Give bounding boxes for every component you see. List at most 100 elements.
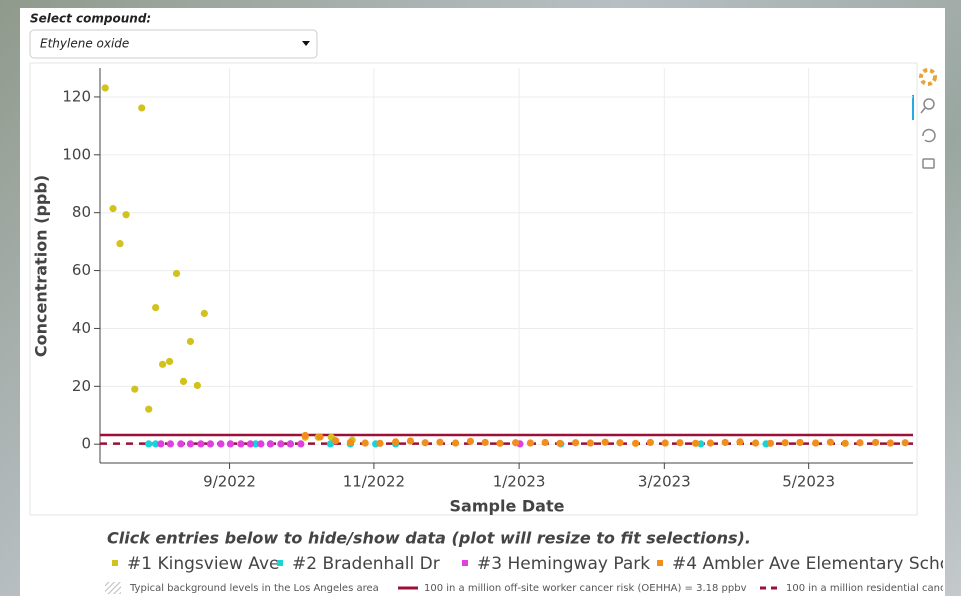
- legend-swatch[interactable]: [657, 560, 663, 566]
- data-point: [267, 440, 274, 447]
- y-tick-label: 20: [72, 377, 91, 395]
- data-point: [767, 440, 774, 447]
- data-point: [257, 440, 264, 447]
- data-point: [556, 440, 563, 447]
- data-point: [647, 439, 654, 446]
- y-tick-label: 120: [62, 87, 91, 105]
- compound-dropdown[interactable]: Ethylene oxide: [30, 30, 317, 58]
- data-point: [496, 440, 503, 447]
- legend-label[interactable]: #1 Kingsview Ave: [127, 554, 279, 574]
- data-point: [392, 438, 399, 445]
- legend-swatch[interactable]: [112, 560, 118, 566]
- data-point: [217, 440, 224, 447]
- data-point: [173, 270, 180, 277]
- data-point: [587, 439, 594, 446]
- y-tick-label: 80: [72, 203, 91, 221]
- data-point: [812, 439, 819, 446]
- data-point: [362, 439, 369, 446]
- data-point: [572, 439, 579, 446]
- app: Select compound: Ethylene oxide Concentr…: [0, 0, 961, 596]
- legend-hint: Click entries below to hide/show data (p…: [107, 529, 751, 548]
- y-tick-label: 60: [72, 261, 91, 279]
- data-point: [632, 440, 639, 447]
- data-point: [145, 406, 152, 413]
- x-tick-label: 1/2023: [493, 473, 546, 491]
- x-tick-label: 9/2022: [203, 473, 256, 491]
- data-point: [602, 439, 609, 446]
- data-point: [145, 440, 152, 447]
- data-point: [422, 439, 429, 446]
- data-point: [692, 440, 699, 447]
- data-point: [856, 439, 863, 446]
- data-point: [167, 440, 174, 447]
- page: Select compound: Ethylene oxide Concentr…: [0, 0, 961, 596]
- x-tick-label: 3/2023: [638, 473, 691, 491]
- data-point: [796, 439, 803, 446]
- data-point: [131, 386, 138, 393]
- data-point: [542, 439, 549, 446]
- y-tick-label: 0: [81, 435, 91, 453]
- data-point: [482, 439, 489, 446]
- data-point: [616, 439, 623, 446]
- data-point: [109, 205, 116, 212]
- data-point: [166, 358, 173, 365]
- data-point: [827, 439, 834, 446]
- legend-label[interactable]: 100 in a million residential canc: [786, 583, 945, 594]
- legend-swatch[interactable]: [462, 560, 468, 566]
- data-point: [782, 439, 789, 446]
- data-point: [227, 440, 234, 447]
- data-point: [122, 211, 129, 218]
- data-point: [707, 439, 714, 446]
- legend-label[interactable]: #3 Hemingway Park: [477, 554, 650, 574]
- data-point: [297, 440, 304, 447]
- data-point: [452, 439, 459, 446]
- data-point: [201, 310, 208, 317]
- legend-label[interactable]: #2 Bradenhall Dr: [292, 554, 440, 574]
- data-point: [197, 440, 204, 447]
- data-point: [376, 440, 383, 447]
- data-point: [512, 439, 519, 446]
- data-point: [662, 439, 669, 446]
- data-point: [207, 440, 214, 447]
- legend-swatch[interactable]: [277, 560, 283, 566]
- data-point: [102, 84, 109, 91]
- data-point: [332, 437, 339, 444]
- data-point: [247, 440, 254, 447]
- data-point: [187, 338, 194, 345]
- data-point: [237, 440, 244, 447]
- data-point: [722, 439, 729, 446]
- x-tick-label: 5/2023: [782, 473, 835, 491]
- selector-label: Select compound:: [30, 12, 151, 26]
- data-point: [316, 433, 323, 440]
- data-point: [347, 439, 354, 446]
- data-point: [467, 438, 474, 445]
- data-point: [277, 440, 284, 447]
- y-tick-label: 100: [62, 145, 91, 163]
- y-tick-label: 40: [72, 319, 91, 337]
- data-point: [152, 304, 159, 311]
- data-point: [407, 437, 414, 444]
- data-point: [887, 439, 894, 446]
- legend-label[interactable]: #4 Ambler Ave Elementary Schoo: [672, 554, 961, 574]
- data-point: [177, 440, 184, 447]
- data-point: [287, 440, 294, 447]
- legend-swatch[interactable]: [105, 582, 121, 594]
- y-axis-title: Concentration (ppb): [32, 175, 51, 357]
- data-point: [752, 439, 759, 446]
- data-point: [902, 439, 909, 446]
- legend-label[interactable]: 100 in a million off-site worker cancer …: [424, 583, 747, 594]
- data-point: [842, 440, 849, 447]
- data-point: [159, 361, 166, 368]
- x-tick-label: 11/2022: [343, 473, 405, 491]
- x-axis-title: Sample Date: [450, 497, 565, 516]
- data-point: [138, 104, 145, 111]
- data-point: [180, 378, 187, 385]
- data-point: [736, 438, 743, 445]
- data-point: [676, 439, 683, 446]
- data-point: [187, 440, 194, 447]
- dropdown-value[interactable]: Ethylene oxide: [40, 37, 129, 51]
- data-point: [194, 382, 201, 389]
- data-point: [157, 440, 164, 447]
- data-point: [436, 439, 443, 446]
- legend-label[interactable]: Typical background levels in the Los Ang…: [129, 583, 379, 594]
